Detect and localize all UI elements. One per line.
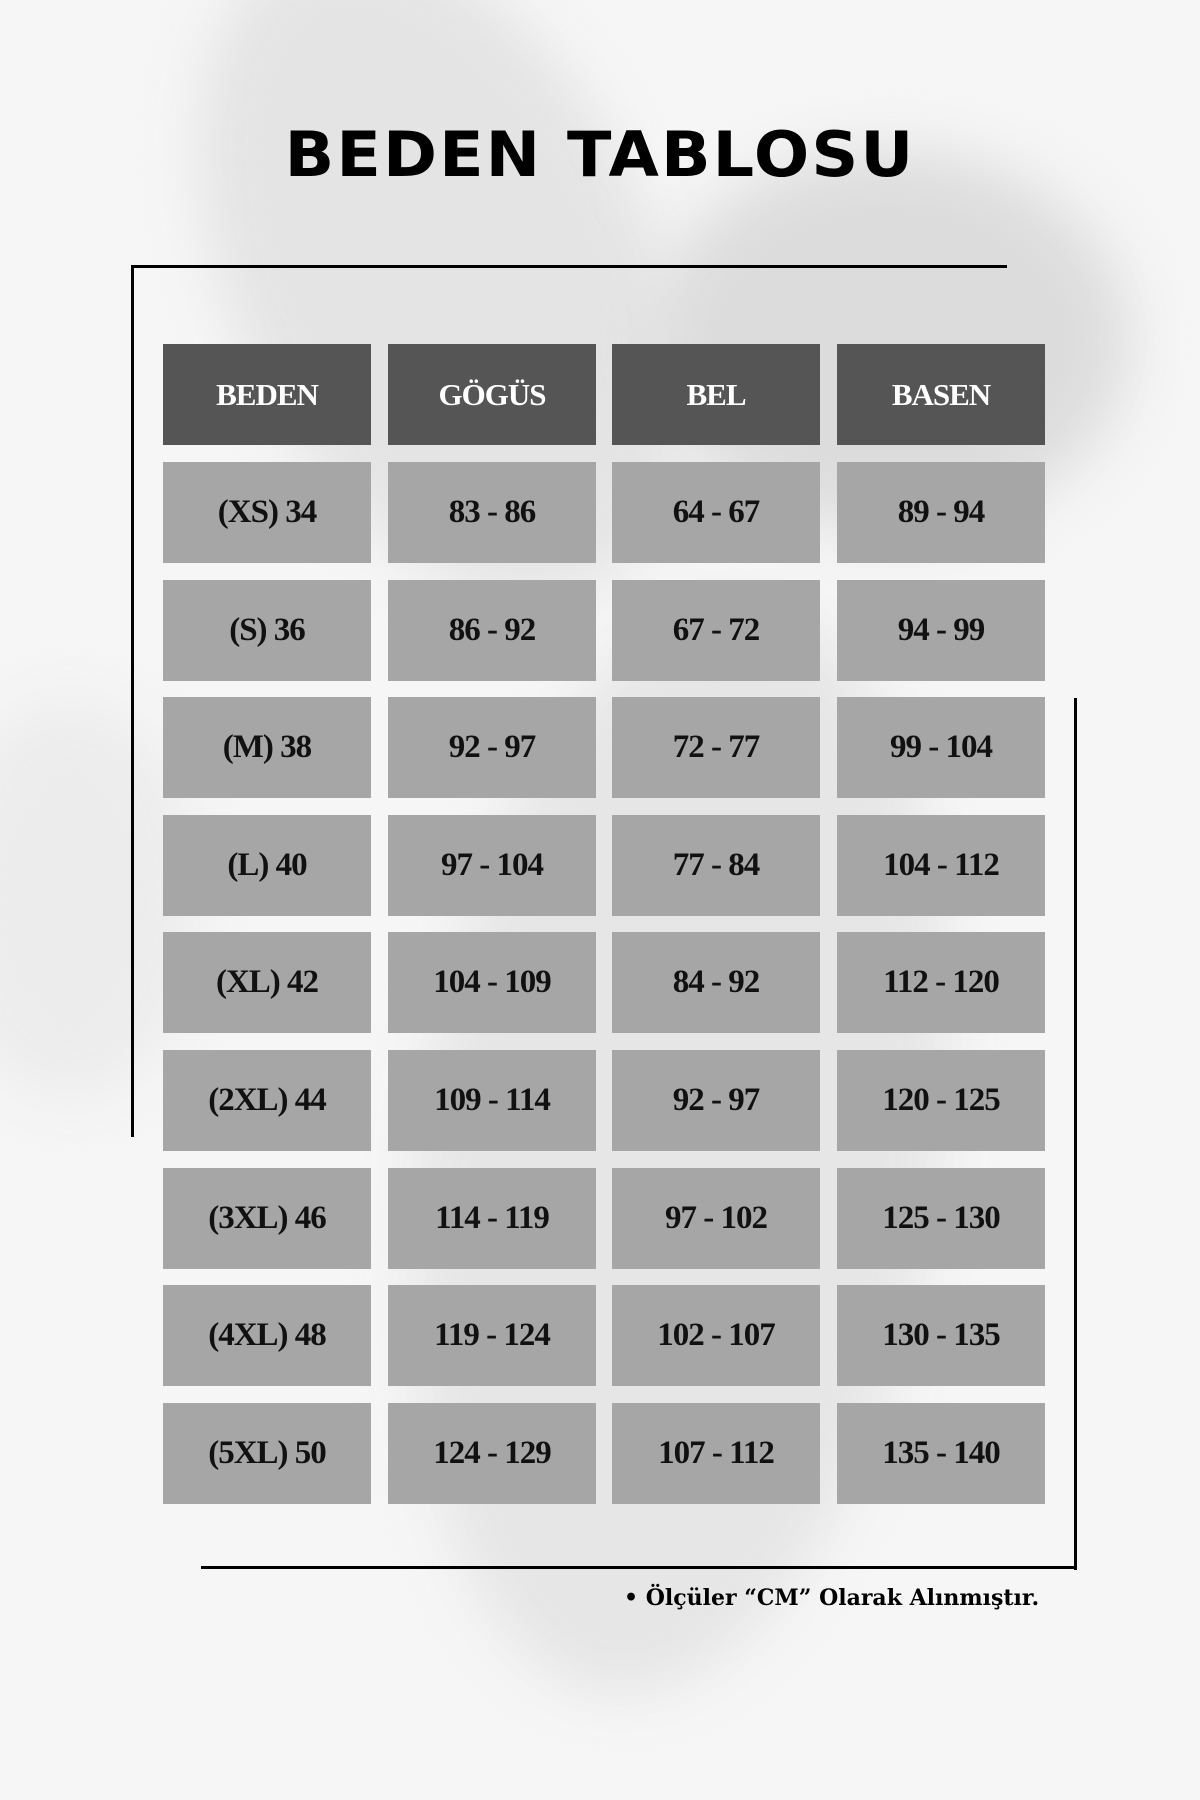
table-cell-waist: 84 - 92 [612,932,820,1034]
table-cell-size: (L) 40 [163,814,371,916]
page-title: BEDEN TABLOSU [284,118,916,191]
table-cell-waist: 97 - 102 [612,1167,820,1269]
table-cell-chest: 97 - 104 [388,814,596,916]
table-cell-chest: 83 - 86 [388,462,596,563]
table-cell-size: (3XL) 46 [163,1167,371,1269]
frame-right-line [1074,698,1077,1570]
table-cell-hip: 125 - 130 [837,1167,1045,1269]
frame-top-line [134,265,1007,268]
table-cell-size: (2XL) 44 [163,1050,371,1151]
table-cell-chest: 92 - 97 [388,697,596,799]
table-cell-hip: 135 - 140 [837,1402,1045,1504]
table-cell-waist: 64 - 67 [612,462,820,563]
table-cell-waist: 67 - 72 [612,579,820,681]
table-cell-hip: 112 - 120 [837,932,1045,1034]
table-cell-chest: 124 - 129 [388,1402,596,1504]
table-cell-size: (5XL) 50 [163,1402,371,1504]
table-cell-hip: 104 - 112 [837,814,1045,916]
table-cell-chest: 114 - 119 [388,1167,596,1269]
table-cell-size: (4XL) 48 [163,1285,371,1387]
table-cell-size: (S) 36 [163,579,371,681]
table-cell-size: (XS) 34 [163,462,371,563]
table-cell-chest: 104 - 109 [388,932,596,1034]
frame-bottom-line [201,1566,1077,1569]
header-cell-chest: GÖGÜS [388,344,596,445]
header-cell-waist: BEL [612,344,820,445]
header-cell-size: BEDEN [163,344,371,445]
table-cell-hip: 94 - 99 [837,579,1045,681]
table-cell-chest: 86 - 92 [388,579,596,681]
table-cell-chest: 119 - 124 [388,1285,596,1387]
table-cell-waist: 102 - 107 [612,1285,820,1387]
table-cell-chest: 109 - 114 [388,1050,596,1151]
header-cell-hip: BASEN [837,344,1045,445]
table-cell-hip: 89 - 94 [837,462,1045,563]
measurement-note: • Ölçüler “CM” Olarak Alınmıştır. [624,1585,1040,1611]
table-cell-waist: 77 - 84 [612,814,820,916]
table-cell-hip: 130 - 135 [837,1285,1045,1387]
table-cell-size: (XL) 42 [163,932,371,1034]
table-cell-hip: 120 - 125 [837,1050,1045,1151]
table-cell-hip: 99 - 104 [837,697,1045,799]
table-cell-waist: 107 - 112 [612,1402,820,1504]
table-cell-size: (M) 38 [163,697,371,799]
table-cell-waist: 72 - 77 [612,697,820,799]
table-cell-waist: 92 - 97 [612,1050,820,1151]
frame-left-line [131,265,134,1137]
